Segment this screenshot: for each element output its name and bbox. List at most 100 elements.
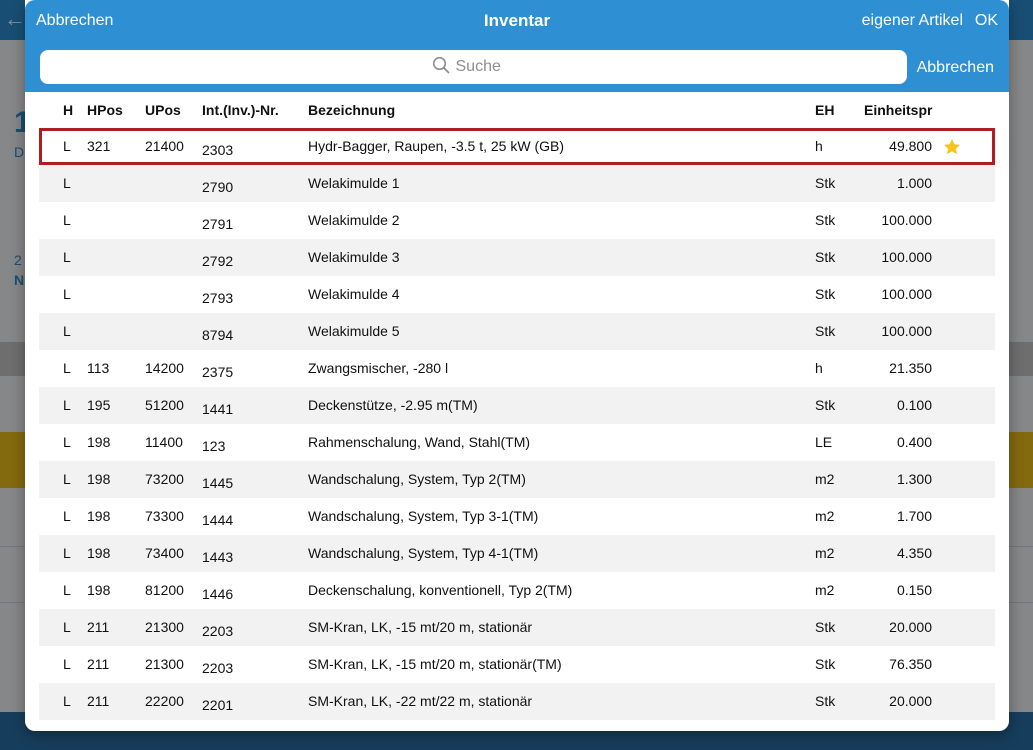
row-unit-cell: m2 — [815, 582, 835, 598]
ok-button[interactable]: OK — [974, 12, 998, 29]
row-h-cell: L — [63, 471, 71, 487]
row-unit-cell: Stk — [815, 212, 836, 228]
row-inv-nr-cell: 2793 — [202, 290, 234, 306]
inventory-table: H HPos UPos Int.(Inv.)-Nr. Bezeichnung E… — [39, 92, 995, 720]
search-input[interactable] — [455, 58, 516, 76]
background-fragment: 2 — [14, 252, 22, 268]
row-inv-nr-cell: 1443 — [202, 549, 234, 565]
row-unit-price-cell: 100.000 — [881, 286, 932, 302]
row-unit-price-cell: 76.350 — [889, 656, 932, 672]
table-row[interactable]: L 198 81200 1446 Deckenschalung, konventione… — [39, 572, 995, 609]
row-unit-cell: h — [815, 360, 823, 376]
search-icon — [432, 56, 450, 79]
table-row[interactable]: L 198 73300 1444 Wandschalung, System, Typ 3… — [39, 498, 995, 535]
row-upos-cell: 11400 — [145, 434, 183, 450]
row-unit-cell: Stk — [815, 286, 836, 302]
table-row[interactable]: L 2791 Welakimulde 2 Stk 100.000 — [39, 202, 995, 239]
table-header: H HPos UPos Int.(Inv.)-Nr. Bezeichnung E… — [39, 92, 995, 128]
row-upos-cell: 21400 — [145, 138, 184, 154]
search-cancel-button[interactable]: Abbrechen — [916, 59, 994, 76]
row-unit-cell: LE — [815, 434, 833, 450]
row-unit-price-cell: 1.700 — [896, 508, 932, 524]
table-row[interactable]: L 211 21300 2203 SM-Kran, LK, -15 mt/20 m, s… — [39, 646, 995, 683]
row-unit-price-cell: 0.400 — [896, 434, 932, 450]
row-h-cell: L — [63, 175, 71, 191]
table-row[interactable]: L 2790 Welakimulde 1 Stk 1.000 — [39, 165, 995, 202]
row-hpos-cell: 211 — [87, 619, 110, 635]
row-inv-nr-cell: 1446 — [202, 586, 234, 602]
table-row[interactable]: L 211 21300 2203 SM-Kran, LK, -15 mt/20 m, s… — [39, 609, 995, 646]
table-row[interactable]: L 198 73400 1443 Wandschalung, System, Typ 4… — [39, 535, 995, 572]
table-row[interactable]: L 8794 Welakimulde 5 Stk 100.000 — [39, 313, 995, 350]
row-upos-cell: 73400 — [145, 545, 184, 561]
row-unit-price-cell: 49.800 — [889, 138, 932, 154]
column-header-upos[interactable]: UPos — [145, 102, 181, 118]
cancel-button[interactable]: Abbrechen — [36, 12, 114, 29]
back-arrow-icon[interactable]: ← — [4, 6, 26, 31]
row-h-cell: L — [63, 545, 71, 561]
search-bar[interactable] — [40, 50, 907, 84]
row-h-cell: L — [63, 619, 71, 635]
row-description-cell: Welakimulde 4 — [308, 286, 400, 302]
table-row[interactable]: L 198 11400 123 Rahmenschalung, Wand, Stahl(… — [39, 424, 995, 461]
table-row[interactable]: L 195 51200 1441 Deckenstütze, -2.95 m(TM) St… — [39, 387, 995, 424]
row-h-cell: L — [63, 582, 71, 598]
row-inv-nr-cell: 2375 — [202, 364, 234, 380]
row-inv-nr-cell: 2791 — [202, 216, 234, 232]
table-row[interactable]: L 2793 Welakimulde 4 Stk 100.000 — [39, 276, 995, 313]
row-description-cell: Wandschalung, System, Typ 2(TM) — [308, 471, 526, 487]
column-header-unit[interactable]: EH — [815, 102, 835, 118]
row-description-cell: Wandschalung, System, Typ 3-1(TM) — [308, 508, 539, 524]
row-hpos-cell: 198 — [87, 508, 111, 524]
row-inv-nr-cell: 1444 — [202, 512, 234, 528]
row-unit-price-cell: 100.000 — [881, 249, 932, 265]
column-header-h[interactable]: H — [63, 102, 74, 118]
row-description-cell: Deckenstütze, -2.95 m(TM) — [308, 397, 478, 413]
row-inv-nr-cell: 2203 — [202, 623, 234, 639]
row-description-cell: Deckenschalung, konventionell, Typ 2(TM) — [308, 582, 573, 598]
column-header-description[interactable]: Bezeichnung — [308, 102, 396, 118]
row-unit-price-cell: 100.000 — [881, 323, 932, 339]
row-unit-cell: Stk — [815, 656, 836, 672]
table-row[interactable]: L 321 21400 2303 Hydr-Bagger, Raupen, -3.5 t… — [39, 128, 995, 165]
row-description-cell: SM-Kran, LK, -22 mt/22 m, stationär — [308, 693, 533, 709]
row-upos-cell: 73200 — [145, 471, 184, 487]
own-item-button[interactable]: eigener Artikel — [861, 12, 963, 29]
row-description-cell: SM-Kran, LK, -15 mt/20 m, stationär — [308, 619, 533, 635]
row-unit-cell: Stk — [815, 175, 836, 191]
row-unit-cell: Stk — [815, 693, 836, 709]
background-fragment: D — [14, 144, 25, 160]
row-unit-cell: Stk — [815, 323, 836, 339]
row-hpos-cell: 195 — [87, 397, 111, 413]
row-unit-price-cell: 20.000 — [889, 693, 932, 709]
row-unit-price-cell: 4.350 — [896, 545, 932, 561]
table-row[interactable]: L 198 73200 1445 Wandschalung, System, Typ 2… — [39, 461, 995, 498]
row-h-cell: L — [63, 138, 71, 154]
row-unit-price-cell: 100.000 — [881, 212, 932, 228]
row-inv-nr-cell: 2203 — [202, 660, 234, 676]
row-hpos-cell: 321 — [87, 138, 111, 154]
column-header-unit-price[interactable]: Einheitspr — [864, 102, 933, 118]
column-header-inv-nr[interactable]: Int.(Inv.)-Nr. — [202, 102, 279, 118]
row-description-cell: Rahmenschalung, Wand, Stahl(TM) — [308, 434, 531, 450]
table-row[interactable]: L 211 22200 2201 SM-Kran, LK, -22 mt/22 m, s… — [39, 683, 995, 720]
row-inv-nr-cell: 123 — [202, 438, 226, 454]
row-unit-price-cell: 1.000 — [896, 175, 932, 191]
row-inv-nr-cell: 2792 — [202, 253, 234, 269]
row-inv-nr-cell: 2201 — [202, 697, 234, 713]
row-unit-cell: m2 — [815, 545, 835, 561]
row-unit-cell: Stk — [815, 249, 836, 265]
row-unit-price-cell: 0.100 — [896, 397, 932, 413]
row-h-cell: L — [63, 360, 71, 376]
table-row[interactable]: L 113 14200 2375 Zwangsmischer, -280 l h 21.35… — [39, 350, 995, 387]
favorite-star-icon[interactable] — [941, 128, 963, 165]
row-inv-nr-cell: 2303 — [202, 142, 234, 158]
row-description-cell: Hydr-Bagger, Raupen, -3.5 t, 25 kW (GB) — [308, 138, 564, 154]
background-right-panel — [1009, 40, 1033, 750]
row-upos-cell: 21300 — [145, 619, 184, 635]
row-unit-price-cell: 20.000 — [889, 619, 932, 635]
row-description-cell: Zwangsmischer, -280 l — [308, 360, 449, 376]
column-header-hpos[interactable]: HPos — [87, 102, 123, 118]
table-row[interactable]: L 2792 Welakimulde 3 Stk 100.000 — [39, 239, 995, 276]
row-upos-cell: 21300 — [145, 656, 184, 672]
